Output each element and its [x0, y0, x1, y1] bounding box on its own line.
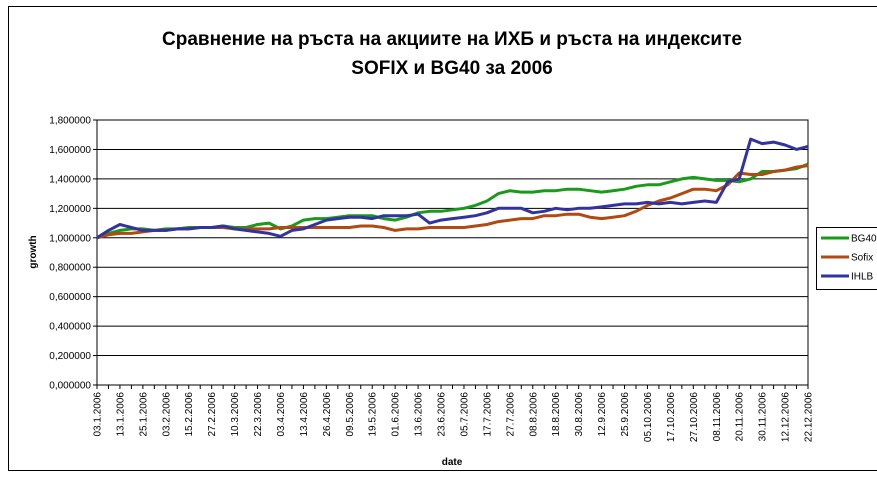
y-tick-label: 1,400000 — [49, 174, 91, 185]
x-tick-label: 08.8.2006 — [528, 392, 539, 437]
x-tick-label: 22.3.2006 — [253, 392, 264, 437]
x-tick-label: 26.4.2006 — [322, 392, 333, 437]
x-tick-label: 30.11.2006 — [758, 392, 769, 442]
legend-label: BG40 — [851, 234, 877, 245]
x-tick-label: 25.1.2006 — [138, 392, 149, 437]
x-tick-label: 25.9.2006 — [620, 392, 631, 437]
y-tick-label: 0,800000 — [49, 263, 91, 274]
x-tick-label: 13.4.2006 — [299, 392, 310, 437]
x-tick-label: 22.12.2006 — [804, 392, 815, 442]
chart-title: Сравнение на ръста на акциите на ИХБ и р… — [162, 29, 742, 50]
x-tick-label: 03.4.2006 — [276, 392, 287, 437]
legend-label: Sofix — [851, 253, 873, 264]
series-line — [96, 137, 809, 240]
legend-label: IHLB — [851, 272, 874, 283]
chart-subtitle: SOFIX и BG40 за 2006 — [351, 58, 552, 79]
x-tick-label: 13.6.2006 — [414, 392, 425, 437]
y-tick-label: 1,600000 — [49, 145, 91, 156]
x-tick-label: 17.7.2006 — [482, 392, 493, 437]
x-tick-label: 03.1.2006 — [93, 392, 104, 437]
x-tick-label: 12.9.2006 — [597, 392, 608, 437]
x-tick-label: 05.7.2006 — [459, 392, 470, 437]
x-axis-label: date — [442, 457, 463, 468]
x-tick-label: 30.8.2006 — [574, 392, 585, 437]
y-axis-label: growth — [28, 235, 39, 268]
x-tick-label: 27.2.2006 — [207, 392, 218, 437]
x-tick-label: 20.11.2006 — [735, 392, 746, 442]
x-tick-label: 03.2.2006 — [161, 392, 172, 437]
x-tick-label: 12.12.2006 — [781, 392, 792, 442]
x-tick-label: 05.10.2006 — [643, 392, 654, 442]
y-tick-label: 0,600000 — [49, 292, 91, 303]
y-tick-label: 0,400000 — [49, 322, 91, 333]
y-tick-label: 1,200000 — [49, 204, 91, 215]
x-tick-label: 27.7.2006 — [505, 392, 516, 437]
x-tick-label: 08.11.2006 — [712, 392, 723, 442]
x-tick-label: 13.1.2006 — [115, 392, 126, 437]
y-tick-label: 0,000000 — [49, 381, 91, 392]
plot-area — [96, 119, 809, 386]
x-tick-label: 10.3.2006 — [230, 392, 241, 437]
x-tick-label: 15.2.2006 — [184, 392, 195, 437]
x-tick-label: 23.6.2006 — [437, 392, 448, 437]
x-tick-label: 09.5.2006 — [345, 392, 356, 437]
x-tick-label: 01.6.2006 — [391, 392, 402, 437]
x-tick-label: 17.10.2006 — [666, 392, 677, 442]
x-tick-label: 19.5.2006 — [368, 392, 379, 437]
x-tick-label: 27.10.2006 — [689, 392, 700, 442]
y-tick-label: 0,200000 — [49, 351, 91, 362]
y-tick-label: 1,800000 — [49, 116, 91, 127]
y-tick-label: 1,000000 — [49, 233, 91, 244]
x-tick-label: 18.8.2006 — [551, 392, 562, 437]
